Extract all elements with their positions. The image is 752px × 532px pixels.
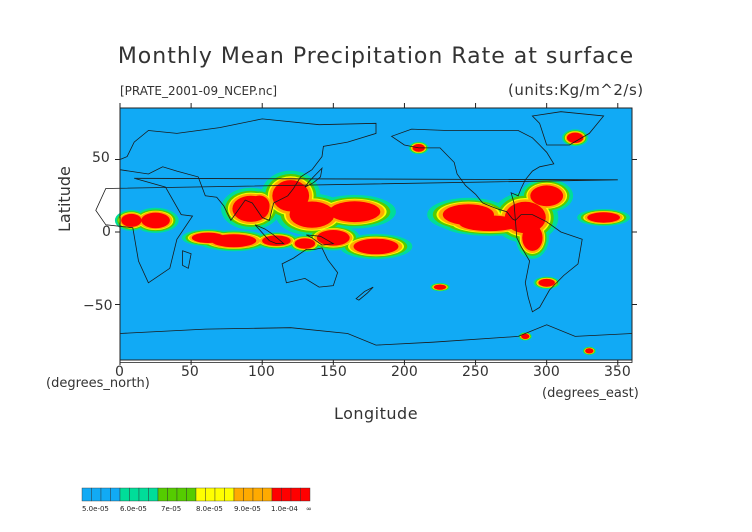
coastline [531,111,605,146]
legend-swatch [205,487,216,502]
legend-swatch [110,487,121,502]
legend-label-3: 7e-05 [161,505,182,513]
legend-swatch [262,487,273,502]
dataset-filename: [PRATE_2001-09_NCEP.nc] [120,84,278,98]
precip-contour [522,224,543,251]
legend-swatch [281,487,292,502]
legend-swatch [148,487,159,502]
legend-swatch [214,487,225,502]
coastline [119,324,633,363]
precip-contour [289,201,335,228]
units-label: (units:Kg/m^2/s) [508,81,644,99]
coastline [390,128,555,222]
legend-swatch [224,487,235,502]
x-tick-100: 100 [248,364,275,380]
precip-contour [294,238,316,249]
y-tick-50: 50 [92,150,110,166]
x-tick-50: 50 [181,364,199,380]
coastline [281,247,339,288]
precip-contour [211,234,257,248]
legend-swatch [157,487,168,502]
legend-swatch [100,487,111,502]
legend-swatch [167,487,178,502]
legend-swatch [252,487,263,502]
legend-swatch [91,487,102,502]
precip-contour [353,238,399,255]
coastline [355,286,374,301]
precip-contour [249,195,270,217]
y-axis-unit: (degrees_north) [46,376,150,391]
legend-label-4: 8.0e-05 [196,505,223,513]
coastline [254,224,285,245]
x-axis-label: Longitude [333,404,419,423]
coastline [306,234,335,246]
coastlines [95,111,633,363]
precip-contour [329,201,381,223]
precip-contour [121,213,142,227]
map-title: Monthly Mean Precipitation Rate at surfa… [117,44,635,69]
x-tick-300: 300 [533,364,560,380]
precip-contour [316,230,350,246]
x-tick-0: 0 [115,364,124,380]
legend-swatch [138,487,149,502]
tick-marks [115,103,637,365]
legend-swatch [186,487,197,502]
y-tick-minus50: −50 [83,298,113,314]
precipitation-fields [114,129,630,356]
x-tick-350: 350 [604,364,631,380]
precip-contour [587,212,620,223]
coastline [304,167,323,188]
legend-label-7: ∞ [306,505,312,513]
legend-swatch [243,487,254,502]
precip-contour [433,284,447,290]
coastline [95,177,618,284]
x-axis-unit: (degrees_east) [542,386,639,401]
legend-swatch [129,487,140,502]
legend-swatch [290,487,301,502]
legend-swatch [271,487,282,502]
legend-swatch [300,487,311,502]
legend-label-2: 6.0e-05 [120,505,147,513]
legend-label-1: 5.0e-05 [82,505,109,513]
legend-swatch [195,487,206,502]
precip-contour [521,333,530,339]
x-tick-150: 150 [320,364,347,380]
precip-contour [530,185,564,207]
coastline [514,214,583,313]
precip-contour [141,212,170,229]
precip-contour [538,278,555,287]
map-frame [119,107,633,361]
coastline [119,118,377,222]
precip-contour [585,348,594,354]
x-tick-200: 200 [391,364,418,380]
legend-swatch [81,487,92,502]
legend-swatch [233,487,244,502]
y-tick-0: 0 [102,224,111,240]
legend-label-5: 9.0e-05 [234,505,261,513]
legend-swatch [176,487,187,502]
legend-swatch [119,487,130,502]
x-tick-250: 250 [462,364,489,380]
coastline [182,250,192,269]
precip-contour [566,132,584,143]
legend-label-6: 1.0e-04 [271,505,298,513]
